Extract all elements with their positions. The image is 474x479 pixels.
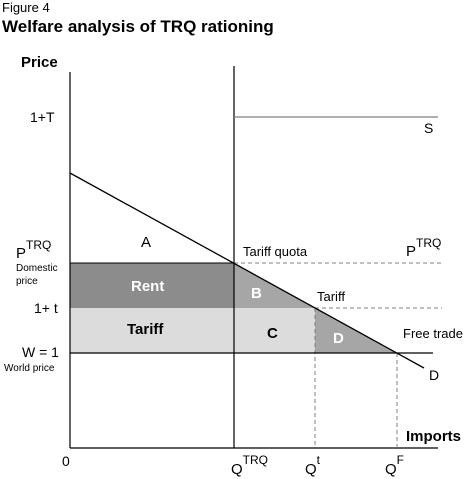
p-trq-label: PTRQ bbox=[16, 238, 51, 262]
demand-label: D bbox=[429, 367, 439, 383]
q-t-label: Qt bbox=[305, 453, 321, 478]
q-f-label: QF bbox=[385, 453, 404, 478]
area-a-label: A bbox=[141, 234, 151, 251]
figure-title: Welfare analysis of TRQ rationing bbox=[2, 17, 274, 36]
demand-line bbox=[69, 172, 425, 369]
tariff-area bbox=[70, 308, 234, 353]
tariff-quota-label: Tariff quota bbox=[243, 244, 308, 259]
domestic-price-label: Domestic price bbox=[16, 263, 58, 287]
supply-label: S bbox=[424, 120, 433, 136]
area-d-label: D bbox=[333, 330, 344, 347]
area-b-label: B bbox=[251, 285, 262, 302]
world-price-label: World price bbox=[4, 363, 55, 374]
tariff-low-label: 1+ t bbox=[34, 300, 58, 316]
p-trq-right-label: PTRQ bbox=[406, 236, 441, 260]
area-c-label: C bbox=[267, 325, 278, 342]
domestic-price-line-2: price bbox=[16, 276, 38, 287]
world-label: W = 1 bbox=[22, 344, 59, 360]
figure-label: Figure 4 bbox=[2, 0, 50, 15]
domestic-price-line-1: Domestic bbox=[16, 263, 58, 274]
x-axis-label: Imports bbox=[406, 428, 461, 445]
area-rent-label: Rent bbox=[131, 278, 164, 295]
free-trade-label: Free trade bbox=[403, 326, 463, 341]
c-area bbox=[234, 308, 315, 353]
y-axis-label: Price bbox=[21, 54, 58, 71]
tariff-high-label: 1+T bbox=[30, 109, 55, 125]
tariff-curve-label: Tariff bbox=[317, 289, 345, 304]
rent-area bbox=[70, 263, 234, 308]
origin-label: 0 bbox=[62, 453, 70, 469]
q-trq-label: QTRQ bbox=[231, 453, 268, 478]
area-tariff-label: Tariff bbox=[127, 321, 164, 338]
